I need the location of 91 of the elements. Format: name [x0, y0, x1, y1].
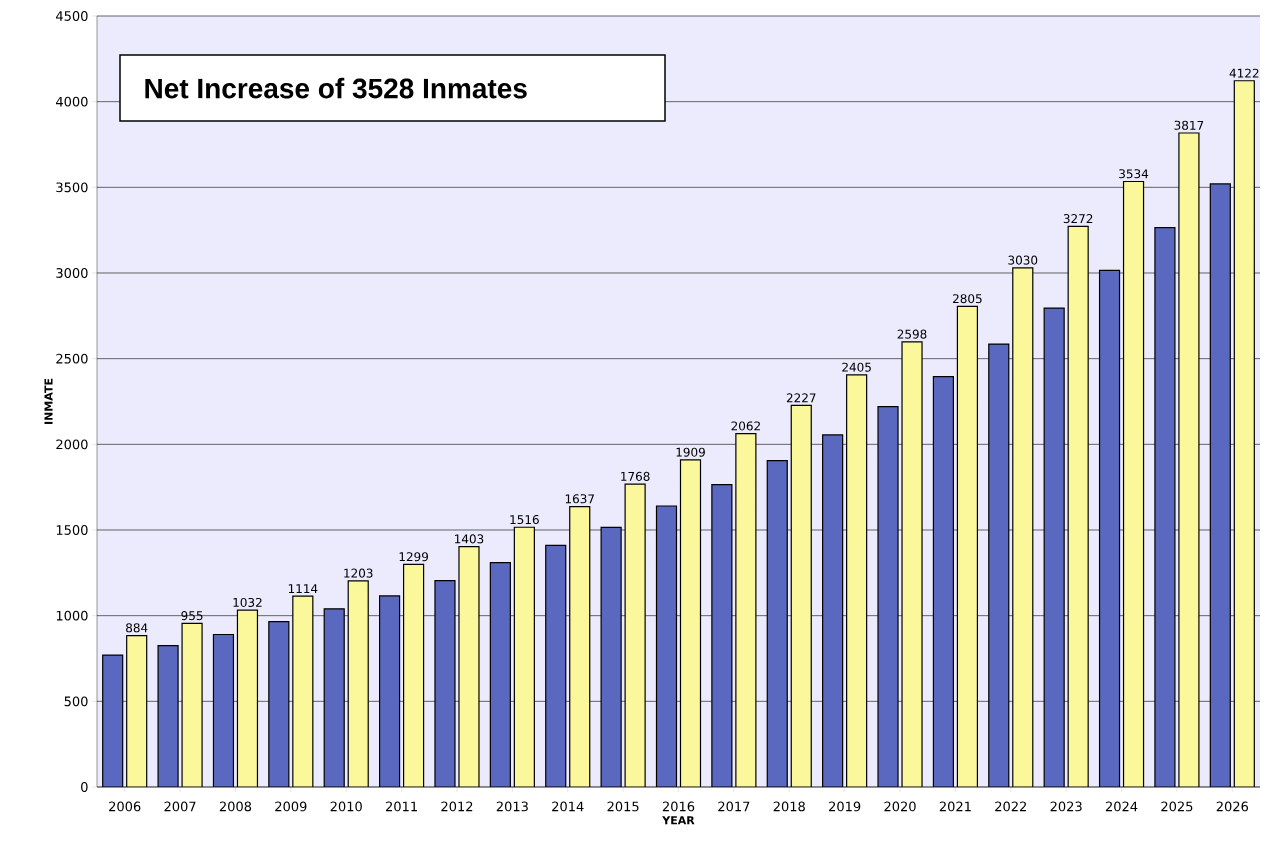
data-label: 4122	[1229, 68, 1259, 78]
bar	[1043, 307, 1065, 787]
bar	[877, 406, 899, 787]
bar	[1178, 132, 1200, 787]
data-label: 3817	[1174, 120, 1204, 130]
data-label: 2227	[786, 393, 816, 403]
bar	[513, 526, 535, 787]
bar	[1012, 267, 1034, 787]
data-label: 1032	[233, 597, 262, 607]
y-tick-label: 4000	[56, 96, 88, 107]
y-tick-label: 1500	[56, 525, 88, 535]
bar	[901, 341, 923, 787]
bar	[102, 654, 124, 787]
bar	[1233, 80, 1255, 787]
x-tick-label: 2025	[1161, 801, 1193, 812]
bar	[790, 404, 812, 787]
x-tick-label: 2024	[1105, 801, 1138, 812]
data-label: 955	[181, 611, 203, 621]
bar	[1209, 183, 1231, 787]
bar	[1122, 180, 1145, 787]
x-tick-label: 2014	[552, 801, 584, 812]
data-label: 1909	[676, 447, 705, 457]
y-tick-label: 500	[64, 696, 88, 707]
data-label: 1299	[399, 552, 429, 562]
x-tick-label: 2012	[441, 801, 473, 812]
x-axis-title: YEAR	[662, 816, 695, 825]
y-axis-title: INMATE	[44, 378, 53, 424]
data-label: 3030	[1008, 255, 1038, 265]
x-tick-label: 2022	[995, 801, 1027, 812]
data-label: 2405	[842, 362, 871, 372]
bar	[822, 434, 844, 787]
x-tick-label: 2007	[164, 801, 196, 812]
x-tick-label: 2021	[939, 801, 971, 812]
bar	[956, 305, 978, 787]
x-tick-label: 2019	[829, 801, 861, 812]
x-tick-label: 2013	[496, 801, 528, 812]
bar	[212, 633, 235, 787]
data-label: 1637	[565, 494, 594, 504]
data-label: 3272	[1063, 214, 1093, 224]
x-tick-label: 2006	[109, 801, 141, 812]
data-label: 2805	[953, 294, 982, 304]
x-tick-label: 2017	[718, 801, 750, 812]
x-tick-label: 2020	[884, 801, 916, 812]
bar	[655, 505, 678, 787]
bar	[402, 563, 425, 787]
bar	[1154, 226, 1176, 787]
bar	[347, 580, 369, 787]
y-tick-label: 2000	[56, 439, 88, 450]
y-tick-label: 2500	[56, 353, 88, 364]
data-label: 2598	[897, 329, 927, 339]
bar	[846, 374, 868, 787]
bar	[126, 634, 148, 787]
bar	[932, 376, 954, 787]
bar	[489, 561, 511, 787]
bar	[766, 460, 788, 787]
data-label: 1203	[344, 568, 373, 578]
bar	[545, 544, 567, 787]
data-label: 1768	[621, 471, 650, 481]
data-label: 2062	[731, 421, 760, 431]
x-tick-label: 2018	[773, 801, 805, 812]
bar	[236, 609, 259, 787]
bar	[323, 608, 345, 787]
x-tick-label: 2015	[607, 801, 639, 812]
bar	[292, 595, 314, 787]
bar	[711, 483, 733, 787]
bar	[378, 595, 401, 787]
x-tick-label: 2026	[1216, 801, 1249, 812]
x-tick-label: 2010	[330, 801, 362, 812]
x-tick-label: 2008	[219, 801, 252, 812]
bar	[569, 505, 591, 787]
bar	[1067, 225, 1089, 787]
y-tick-label: 0	[81, 782, 88, 792]
x-tick-label: 2011	[386, 801, 417, 812]
x-tick-label: 2016	[662, 801, 695, 812]
y-tick-label: 4500	[56, 11, 88, 21]
data-label: 884	[126, 623, 148, 633]
bar	[988, 343, 1010, 787]
data-label: 1114	[288, 584, 318, 593]
bar	[679, 459, 702, 787]
y-tick-label: 1000	[56, 610, 88, 621]
bar	[1098, 269, 1121, 787]
text: Net Increase of 3528 Inmates	[145, 77, 527, 99]
x-tick-label: 2009	[275, 801, 307, 812]
y-tick-label: 3000	[56, 268, 88, 278]
data-label: 1516	[510, 514, 539, 525]
data-label: 3534	[1119, 169, 1149, 179]
bar	[735, 433, 757, 787]
x-tick-label: 2023	[1050, 801, 1082, 812]
data-label: 1403	[455, 534, 484, 544]
y-tick-label: 3500	[56, 182, 88, 193]
bar	[268, 621, 290, 787]
